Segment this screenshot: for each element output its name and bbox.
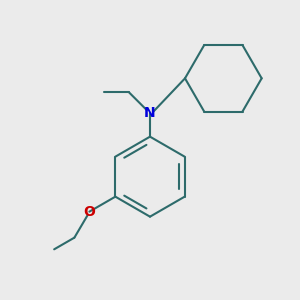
Text: O: O (83, 205, 95, 219)
Text: N: N (144, 106, 156, 120)
